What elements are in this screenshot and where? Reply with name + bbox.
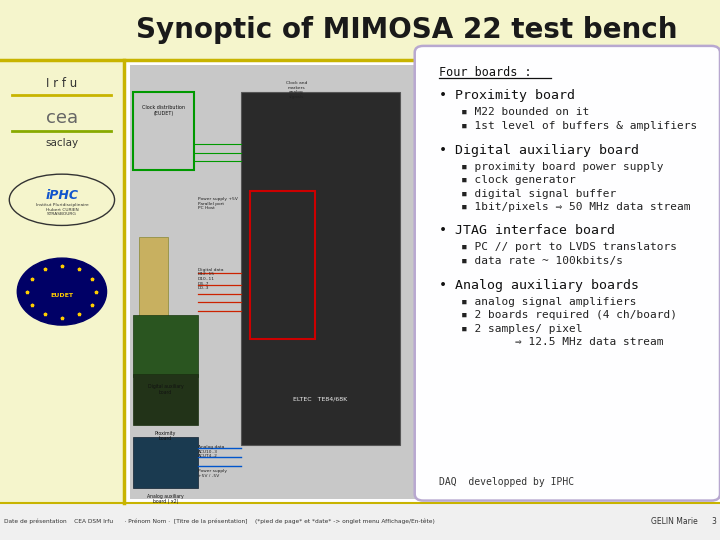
Circle shape xyxy=(17,258,107,325)
Bar xyxy=(0,503,720,540)
Text: Digital auxiliary
board: Digital auxiliary board xyxy=(148,384,184,395)
Text: ▪ M22 bounded on it: ▪ M22 bounded on it xyxy=(461,107,589,117)
Text: saclay: saclay xyxy=(45,138,78,147)
Text: Clock and
markers
analog
signals: Clock and markers analog signals xyxy=(286,81,307,99)
Text: iPHC: iPHC xyxy=(45,189,78,202)
Bar xyxy=(130,65,419,499)
Text: ▪ 2 samples/ pixel: ▪ 2 samples/ pixel xyxy=(461,324,582,334)
Bar xyxy=(133,437,198,488)
Text: • Proximity board: • Proximity board xyxy=(439,89,575,102)
Text: Power supply
+5V / -5V: Power supply +5V / -5V xyxy=(198,469,227,478)
Text: Proximity
board: Proximity board xyxy=(155,430,176,441)
Bar xyxy=(133,315,198,377)
Text: ▪ PC // port to LVDS translators: ▪ PC // port to LVDS translators xyxy=(461,242,677,252)
Text: ▪ proximity board power supply: ▪ proximity board power supply xyxy=(461,162,663,172)
Text: EUDET: EUDET xyxy=(50,293,73,298)
Text: Digital data
D12..15
D10..11
D4..7
D0..3: Digital data D12..15 D10..11 D4..7 D0..3 xyxy=(198,268,223,290)
Text: Institut Pluridisciplinaire
Hubert CURIEN
STRASBOURG: Institut Pluridisciplinaire Hubert CURIE… xyxy=(35,203,89,216)
Text: ▪ clock generator: ▪ clock generator xyxy=(461,176,575,185)
Text: ▪ analog signal amplifiers: ▪ analog signal amplifiers xyxy=(461,297,636,307)
Text: cea: cea xyxy=(46,109,78,127)
Text: • Digital auxiliary board: • Digital auxiliary board xyxy=(439,144,639,157)
Text: Four boards :: Four boards : xyxy=(439,66,532,79)
Bar xyxy=(133,92,194,170)
Bar xyxy=(241,92,400,445)
Text: ⇒ 12.5 MHz data stream: ⇒ 12.5 MHz data stream xyxy=(461,338,663,347)
Text: GELIN Marie      3: GELIN Marie 3 xyxy=(651,517,716,526)
Bar xyxy=(139,237,168,334)
Text: Synoptic of MIMOSA 22 test bench: Synoptic of MIMOSA 22 test bench xyxy=(136,16,678,44)
Bar xyxy=(133,374,198,425)
Bar xyxy=(0,0,720,60)
Text: Date de présentation    CEA DSM Irfu      · Prénom Nom ·  [Titre de la présentat: Date de présentation CEA DSM Irfu · Prén… xyxy=(4,519,434,524)
Text: ▪ 2 boards required (4 ch/board): ▪ 2 boards required (4 ch/board) xyxy=(461,310,677,320)
Text: • Analog auxiliary boards: • Analog auxiliary boards xyxy=(439,279,639,292)
Bar xyxy=(0,60,124,503)
Text: ▪ 1bit/pixels ⇒ 50 MHz data stream: ▪ 1bit/pixels ⇒ 50 MHz data stream xyxy=(461,202,690,212)
Text: • JTAG interface board: • JTAG interface board xyxy=(439,224,615,237)
Text: I r f u: I r f u xyxy=(46,77,78,90)
Text: Power supply +5V
Parallel port
PC Host: Power supply +5V Parallel port PC Host xyxy=(198,197,238,211)
Text: ▪ digital signal buffer: ▪ digital signal buffer xyxy=(461,189,616,199)
Bar xyxy=(250,191,315,339)
Text: Analog data
ACU10..3
ACUT4..2: Analog data ACU10..3 ACUT4..2 xyxy=(198,445,225,458)
Text: ▪ 1st level of buffers & amplifiers: ▪ 1st level of buffers & amplifiers xyxy=(461,122,697,131)
Text: Analog auxiliary
board ( x2): Analog auxiliary board ( x2) xyxy=(147,494,184,504)
Text: ▪ data rate ~ 100kbits/s: ▪ data rate ~ 100kbits/s xyxy=(461,256,623,266)
Text: Clock distribution
(EUDET): Clock distribution (EUDET) xyxy=(143,105,185,116)
Text: ELTEC   TE84/68K: ELTEC TE84/68K xyxy=(293,396,348,402)
FancyBboxPatch shape xyxy=(415,46,720,501)
Text: DAQ  developped by IPHC: DAQ developped by IPHC xyxy=(439,477,575,487)
